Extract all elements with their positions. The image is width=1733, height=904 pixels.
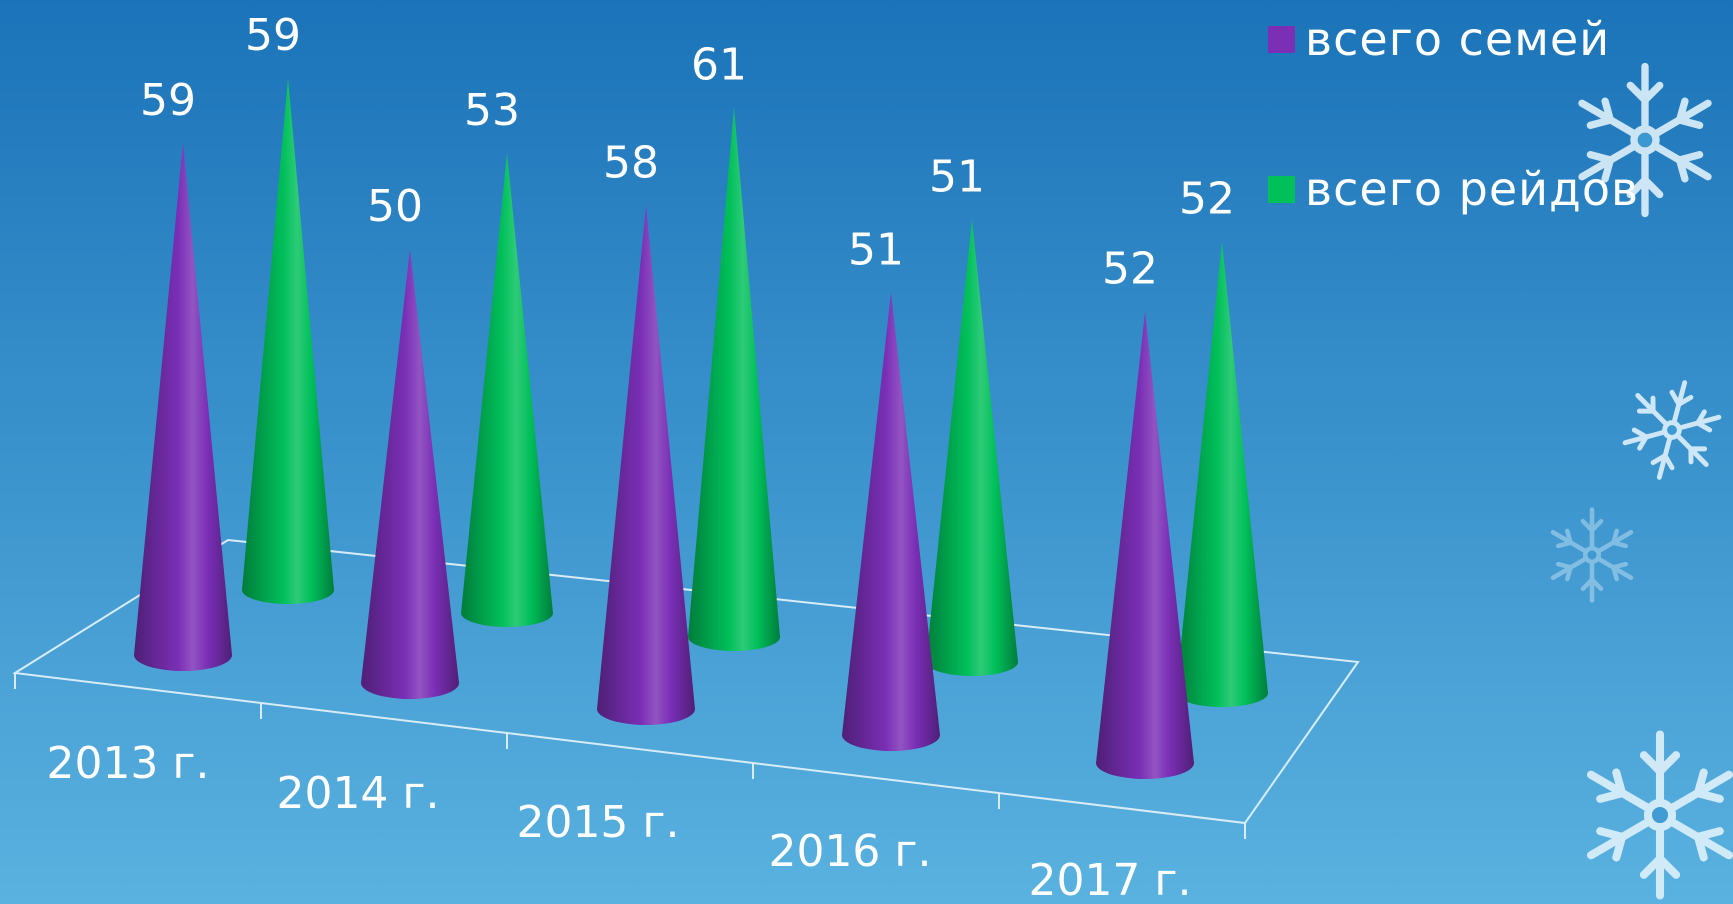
cone-body [242, 77, 334, 604]
cone-bar-series-1 [134, 142, 232, 671]
cone-bar-series-2 [242, 77, 334, 604]
legend-label: всего семей [1305, 12, 1611, 66]
cone-body [134, 142, 232, 671]
legend-swatch [1268, 26, 1295, 53]
data-label: 50 [367, 181, 423, 232]
cone-body [597, 205, 695, 725]
cone-body [461, 152, 553, 627]
category-label: 2015 г. [516, 797, 679, 848]
category-label: 2014 г. [276, 768, 439, 819]
category-labels: 2013 г. 2014 г. 2015 г. 2016 г. 2017 г. [46, 738, 1191, 904]
data-label: 51 [929, 151, 985, 202]
cone-body [688, 107, 780, 651]
cone-body [361, 249, 459, 699]
data-label: 52 [1102, 244, 1158, 295]
legend-label: всего рейдов [1305, 162, 1640, 216]
data-label: 61 [691, 40, 747, 91]
legend: всего семей всего рейдов [1268, 8, 1639, 220]
cone-bar-series-1 [597, 205, 695, 725]
data-label: 53 [464, 85, 520, 136]
cone-bar-series-2 [461, 152, 553, 627]
category-label: 2017 г. [1028, 855, 1191, 904]
legend-swatch [1268, 176, 1295, 203]
cone-bar-series-1 [1096, 311, 1194, 779]
legend-item-series-2: всего рейдов [1268, 158, 1639, 220]
cone-body [1096, 311, 1194, 779]
legend-item-series-1: всего семей [1268, 8, 1639, 70]
cone-body [1176, 241, 1268, 707]
data-label: 51 [848, 224, 904, 275]
data-label: 52 [1179, 174, 1235, 225]
cone-body [926, 219, 1018, 676]
data-label: 59 [140, 75, 196, 126]
category-label: 2013 г. [46, 738, 209, 789]
cone-bar-series-2 [688, 107, 780, 651]
data-label: 58 [603, 138, 659, 189]
cones-layer [134, 77, 1268, 779]
cone-bar-series-2 [926, 219, 1018, 676]
cone-bar-series-1 [361, 249, 459, 699]
data-label: 59 [245, 10, 301, 61]
cone-bar-series-1 [842, 292, 940, 751]
cone-bar-series-2 [1176, 241, 1268, 707]
value-labels: 59 53 61 51 52 59 50 58 51 52 [140, 10, 1235, 295]
cone-body [842, 292, 940, 751]
category-label: 2016 г. [768, 826, 931, 877]
